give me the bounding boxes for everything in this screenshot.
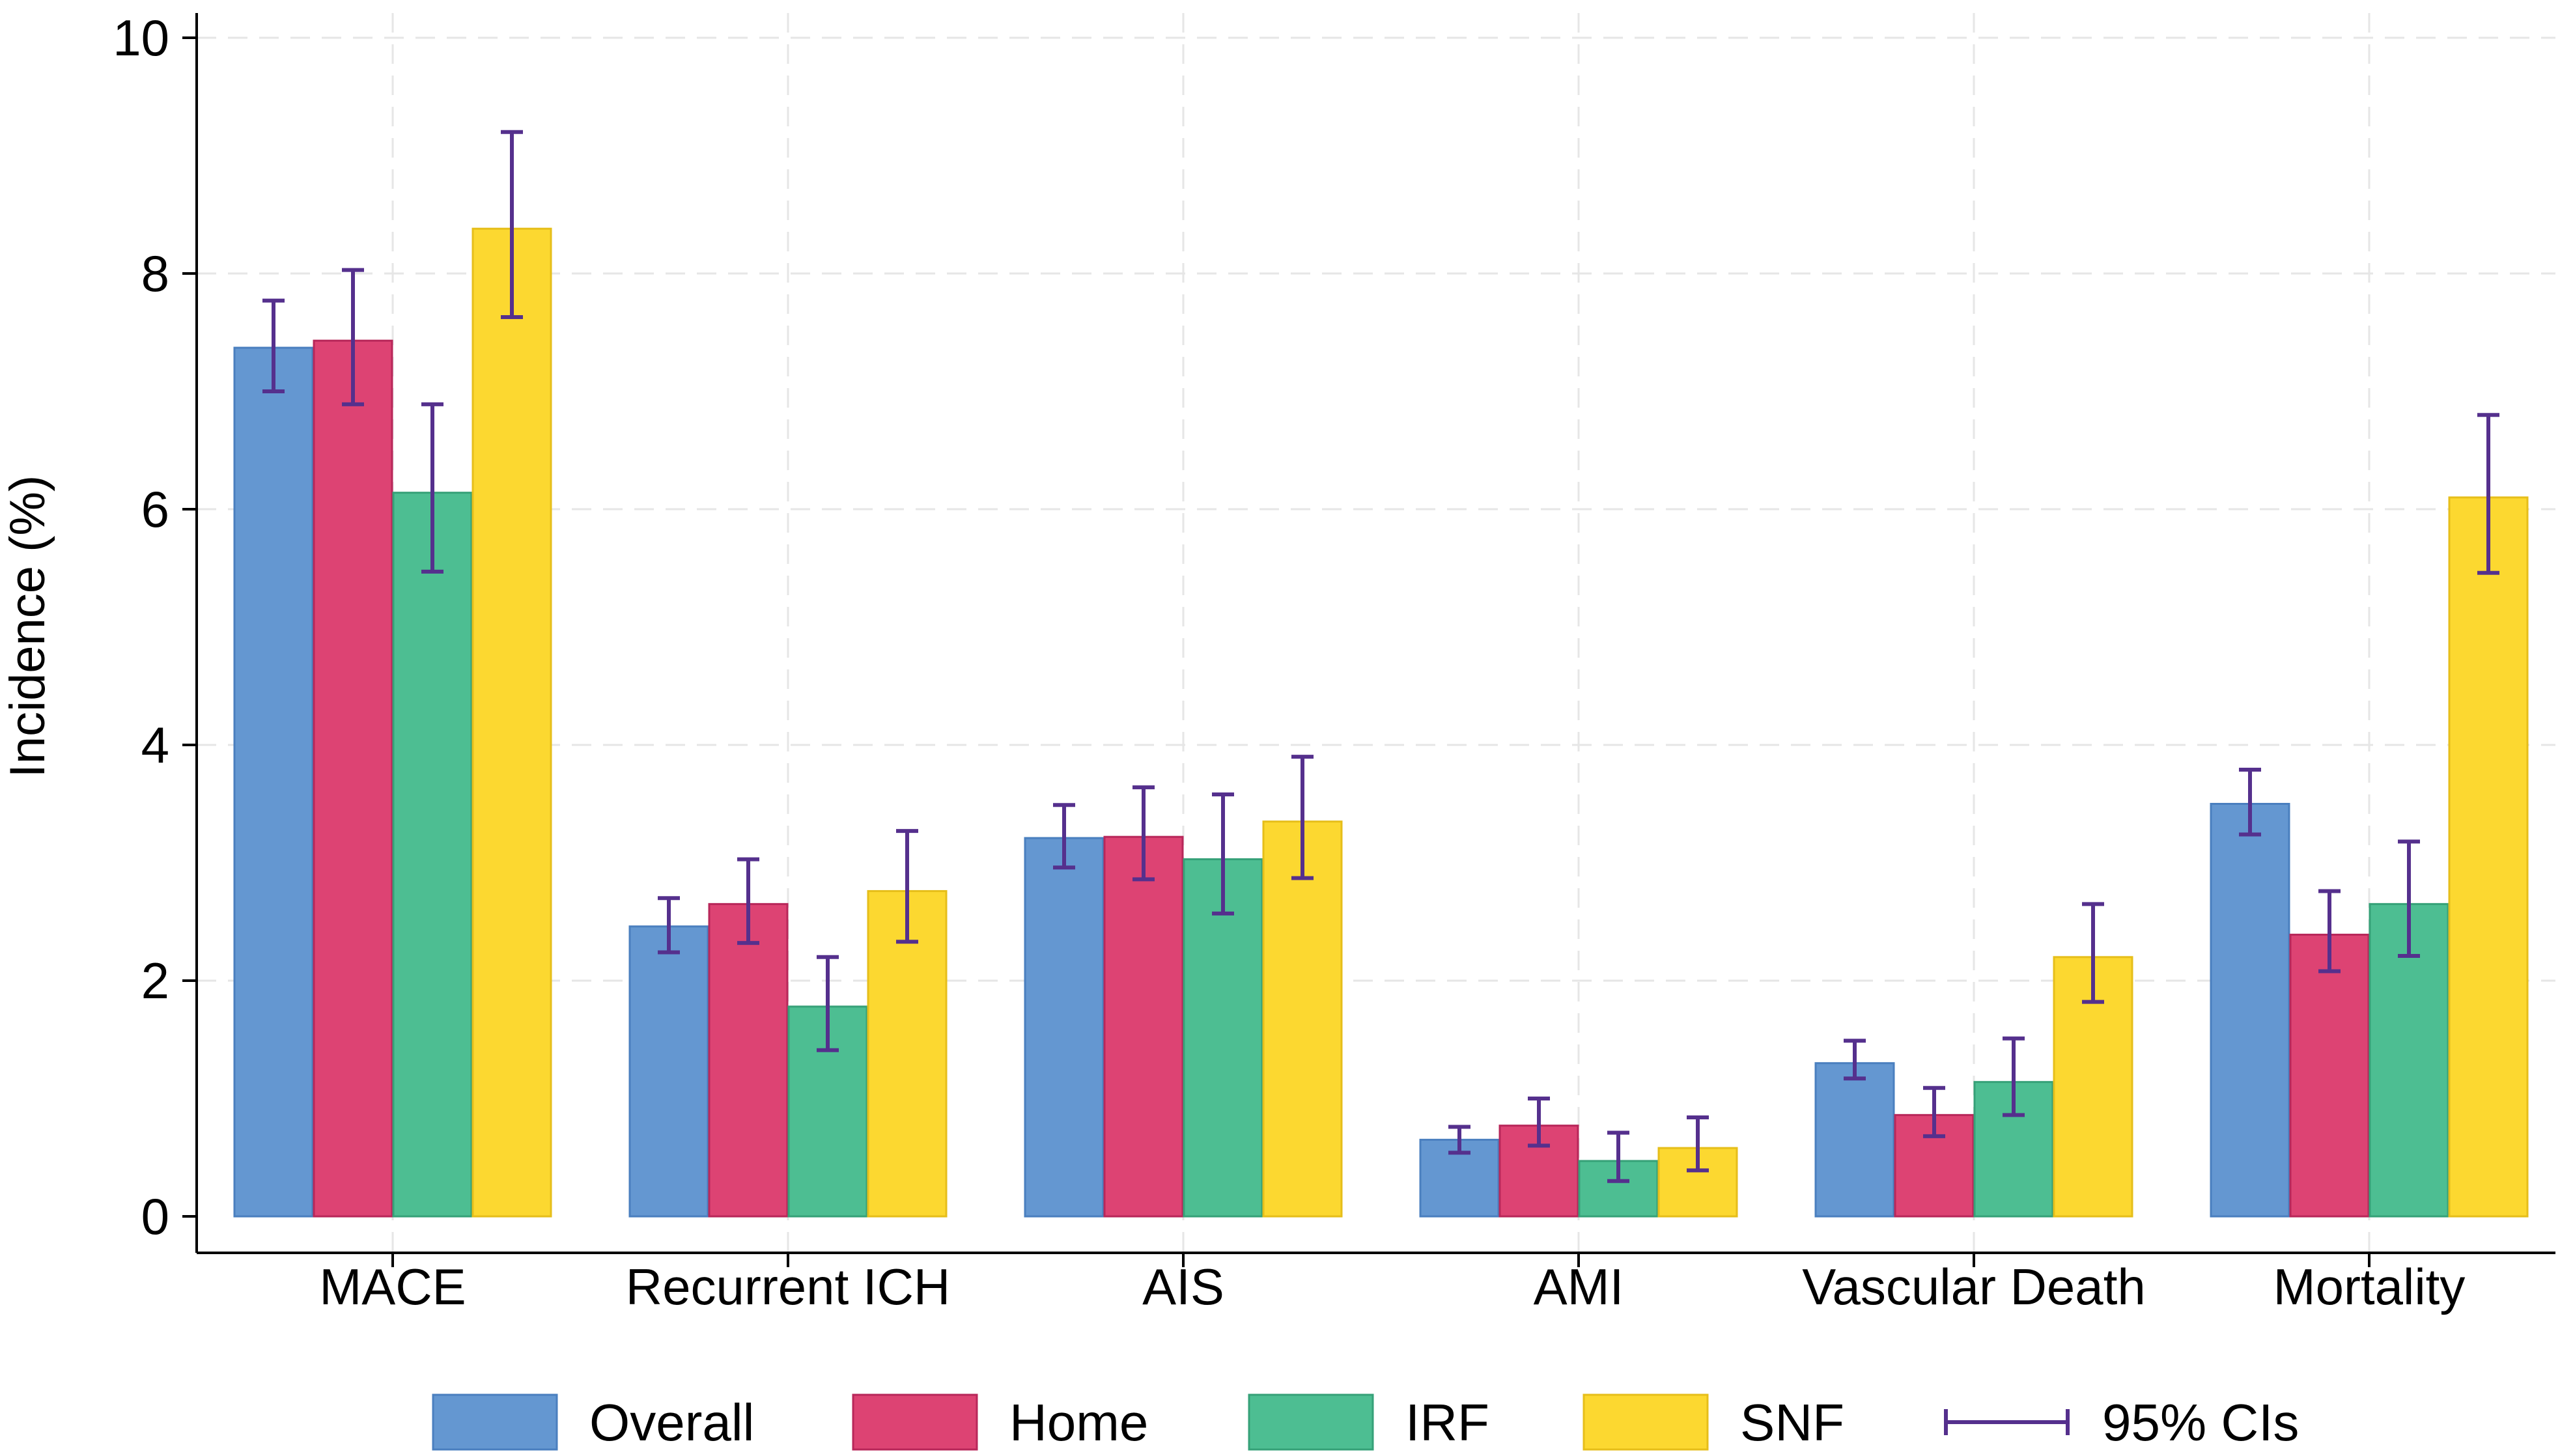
- bar: [1262, 820, 1343, 1218]
- legend-swatch: [852, 1393, 978, 1451]
- x-category-label: MACE: [319, 1258, 466, 1315]
- bar: [392, 492, 473, 1218]
- y-tick-label: 4: [141, 716, 169, 774]
- bar: [628, 925, 709, 1218]
- x-category-label: Mortality: [2273, 1258, 2466, 1315]
- bar: [471, 227, 552, 1218]
- axes: [182, 13, 2555, 1267]
- bar: [708, 903, 789, 1218]
- legend: Overall Home IRF SNF 95% CIs: [432, 1393, 2299, 1451]
- error-bars-group: [262, 130, 2499, 1183]
- x-category-labels: MACE Recurrent ICH AIS AMI Vascular Death Mor…: [319, 1258, 2465, 1315]
- legend-swatch: [1582, 1393, 1709, 1451]
- x-category-label: Vascular Death: [1802, 1258, 2146, 1315]
- x-category-label: AIS: [1142, 1258, 1224, 1315]
- y-tick-label: 0: [141, 1188, 169, 1245]
- legend-swatch: [1248, 1393, 1374, 1451]
- x-category-label: AMI: [1534, 1258, 1624, 1315]
- bar: [2210, 803, 2290, 1218]
- legend-swatch: [432, 1393, 558, 1451]
- y-tick-labels: 0 2 4 6 8 10: [113, 9, 169, 1245]
- legend-label: Home: [1009, 1393, 1148, 1451]
- y-tick-label: 10: [113, 9, 169, 66]
- bars-group: [233, 227, 2529, 1218]
- bar: [2289, 933, 2370, 1218]
- y-tick-label: 6: [141, 481, 169, 538]
- bar: [787, 1005, 868, 1218]
- bar: [233, 346, 314, 1218]
- bar: [1103, 835, 1184, 1218]
- legend-label: Overall: [589, 1393, 754, 1451]
- x-category-label: Recurrent ICH: [626, 1258, 950, 1315]
- y-axis-title: Incidence (%): [0, 475, 55, 778]
- legend-ci-label: 95% CIs: [2102, 1393, 2299, 1451]
- legend-label: SNF: [1740, 1393, 1844, 1451]
- bar: [1183, 858, 1263, 1218]
- bar: [1024, 837, 1104, 1218]
- y-tick-label: 2: [141, 952, 169, 1009]
- bar: [867, 889, 948, 1218]
- bar: [313, 339, 393, 1218]
- y-tick-label: 8: [141, 245, 169, 302]
- bar: [2448, 496, 2529, 1218]
- bar: [1814, 1062, 1895, 1218]
- legend-label: IRF: [1405, 1393, 1489, 1451]
